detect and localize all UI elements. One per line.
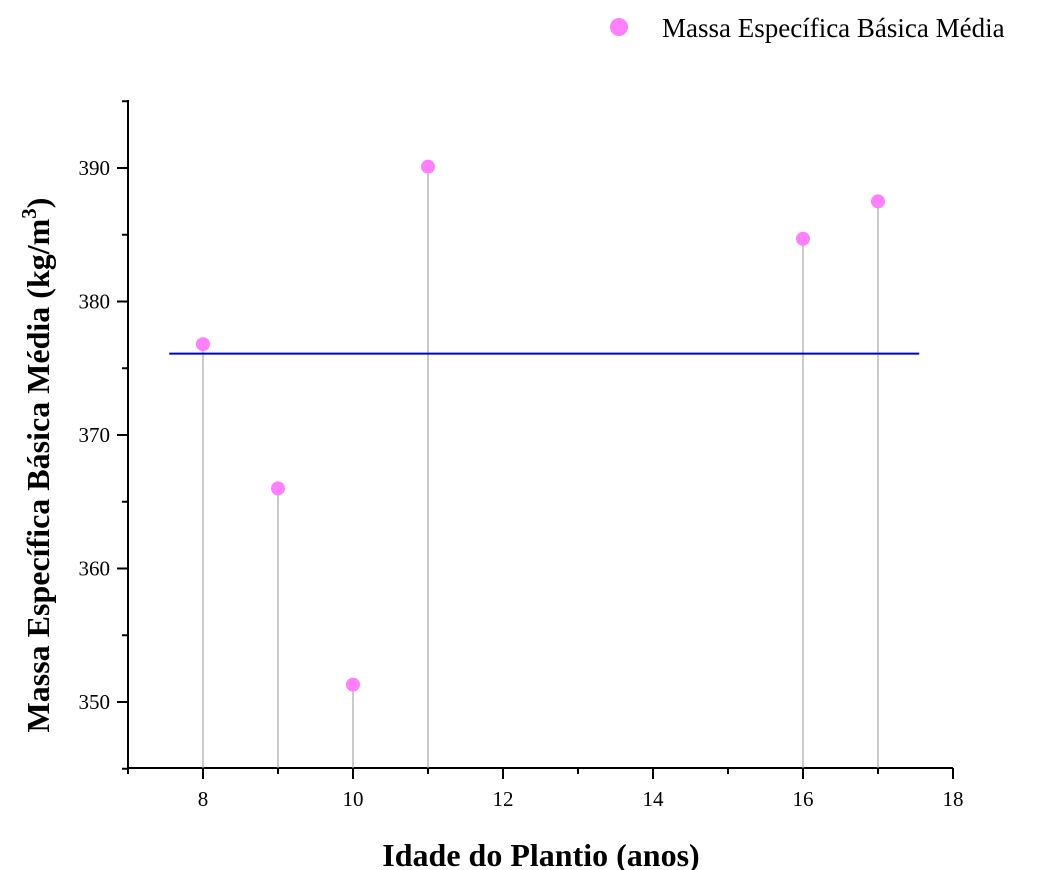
- legend-label: Massa Específica Básica Média: [662, 13, 1005, 43]
- x-tick-label: 12: [493, 787, 514, 811]
- x-ticks: 8 10 12 14 16 18: [127, 768, 964, 811]
- data-point: [346, 677, 360, 692]
- data-point: [871, 194, 885, 209]
- legend-marker: [610, 18, 628, 36]
- x-tick-label: 18: [943, 787, 964, 811]
- y-tick-label: 390: [79, 156, 111, 180]
- x-axis-title: Idade do Plantio (anos): [382, 837, 699, 870]
- data-point: [196, 337, 210, 352]
- y-axis-title-end: ): [20, 198, 56, 209]
- y-tick-label: 370: [79, 423, 111, 447]
- x-tick-label: 16: [793, 787, 814, 811]
- data-point: [796, 231, 810, 246]
- y-tick-label: 360: [79, 557, 111, 581]
- data-point: [271, 481, 285, 496]
- y-axis-title: Massa Específica Básica Média (kg/m3): [17, 198, 56, 733]
- data-point: [421, 159, 435, 174]
- axes: [127, 100, 953, 769]
- x-tick-label: 14: [643, 787, 665, 811]
- drop-lines: [202, 166, 879, 768]
- y-axis-title-superscript: 3: [17, 208, 41, 219]
- y-axis-title-main: Massa Específica Básica Média (kg/m: [20, 218, 56, 732]
- y-ticks: 350 360 370 380 390: [79, 100, 128, 770]
- data-points: [196, 159, 885, 692]
- y-tick-label: 380: [79, 290, 111, 314]
- x-tick-label: 8: [198, 787, 209, 811]
- legend: Massa Específica Básica Média: [610, 13, 1005, 43]
- x-tick-label: 10: [343, 787, 364, 811]
- y-tick-label: 350: [79, 690, 111, 714]
